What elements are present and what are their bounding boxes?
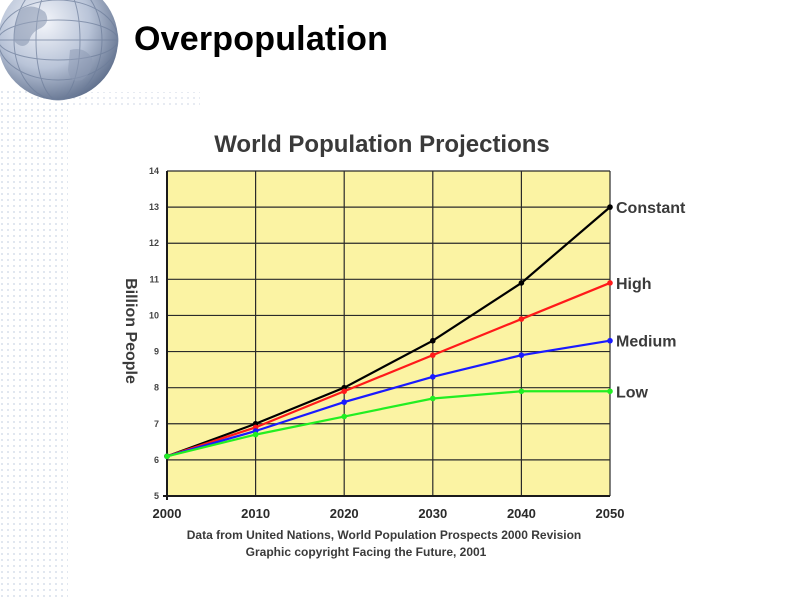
globe-icon	[0, 0, 119, 101]
series-line-constant	[166, 206, 611, 458]
data-point-low	[164, 453, 170, 460]
data-point-constant	[430, 337, 436, 344]
series-label-low: Low	[616, 384, 649, 401]
series-label-high: High	[616, 276, 652, 293]
data-point-low	[607, 388, 613, 395]
axes: 5 6 7 8 9 10 11 12 13 14 2000 2010 2020 2030 2040 2050	[149, 166, 624, 521]
data-point-constant	[518, 280, 525, 286]
data-point-low	[518, 388, 525, 395]
series-label-medium: Medium	[616, 334, 676, 351]
y-tick-label: 5	[154, 491, 159, 501]
x-tick-label: 2020	[330, 506, 359, 521]
data-point-high	[607, 280, 613, 286]
series-lines	[164, 204, 613, 460]
data-point-low	[252, 431, 259, 438]
x-tick-label: 2050	[596, 506, 625, 521]
data-point-constant	[607, 204, 613, 210]
y-tick-label: 6	[154, 455, 159, 465]
y-axis-label: Billion People	[122, 278, 139, 384]
chart-title: World Population Projections	[214, 131, 550, 158]
y-tick-label: 8	[154, 383, 159, 393]
series-labels: Constant High Medium Low	[616, 200, 686, 401]
data-point-high	[430, 352, 436, 358]
x-tick-label: 2010	[241, 506, 270, 521]
y-tick-label: 12	[149, 238, 159, 248]
dotted-pattern-top	[60, 92, 200, 108]
y-tick-label: 11	[149, 274, 159, 284]
data-point-medium	[607, 337, 613, 344]
y-tick-label: 10	[149, 310, 159, 320]
data-point-high	[518, 316, 525, 322]
data-point-medium	[430, 374, 436, 380]
source-note: Data from United Nations, World Populati…	[187, 528, 582, 542]
y-tick-label: 7	[154, 419, 159, 429]
x-tick-label: 2000	[153, 506, 182, 521]
y-tick-label: 14	[149, 166, 159, 176]
y-tick-label: 9	[154, 347, 159, 357]
slide-title: Overpopulation	[134, 20, 389, 58]
data-point-low	[430, 395, 436, 402]
y-tick-label: 13	[149, 202, 159, 212]
data-point-medium	[341, 399, 348, 405]
x-tick-label: 2040	[507, 506, 536, 521]
dotted-pattern-band	[0, 90, 68, 598]
data-point-high	[341, 388, 348, 395]
series-label-constant: Constant	[616, 200, 686, 217]
series-line-high	[166, 281, 611, 458]
data-point-medium	[518, 352, 525, 358]
copyright-note: Graphic copyright Facing the Future, 200…	[246, 545, 487, 559]
data-point-low	[341, 413, 348, 420]
x-tick-label: 2030	[418, 506, 447, 521]
plot-area	[167, 171, 610, 496]
series-line-medium	[166, 339, 611, 458]
series-line-low	[166, 390, 610, 458]
